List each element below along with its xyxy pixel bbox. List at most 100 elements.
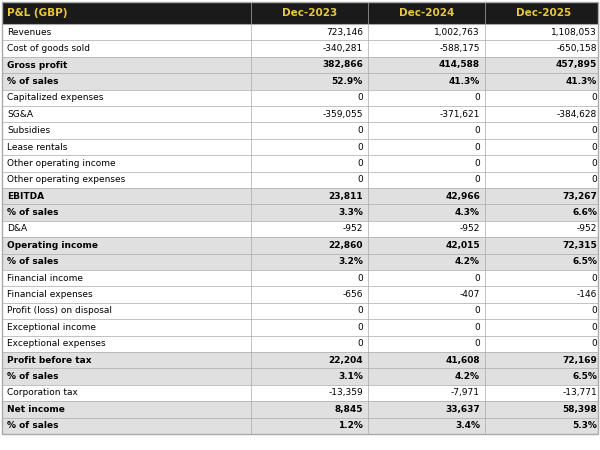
Text: 52.9%: 52.9% xyxy=(332,77,363,86)
Text: 0: 0 xyxy=(474,159,480,168)
Text: 6.5%: 6.5% xyxy=(572,372,597,381)
Text: -952: -952 xyxy=(577,225,597,234)
Text: -650,158: -650,158 xyxy=(557,44,597,53)
Text: Subsidies: Subsidies xyxy=(7,126,50,135)
Text: Financial income: Financial income xyxy=(7,274,83,283)
Text: 0: 0 xyxy=(591,323,597,332)
Text: Exceptional income: Exceptional income xyxy=(7,323,96,332)
Text: 0: 0 xyxy=(357,176,363,184)
Text: Operating income: Operating income xyxy=(7,241,98,250)
Text: 0: 0 xyxy=(474,176,480,184)
Text: 0: 0 xyxy=(474,339,480,348)
Text: 41.3%: 41.3% xyxy=(566,77,597,86)
Bar xyxy=(2,254,598,270)
Text: -384,628: -384,628 xyxy=(557,110,597,119)
Text: 0: 0 xyxy=(474,274,480,283)
Text: 0: 0 xyxy=(591,339,597,348)
Bar xyxy=(2,40,598,57)
Text: % of sales: % of sales xyxy=(7,77,59,86)
Text: 0: 0 xyxy=(591,126,597,135)
Text: 41,608: 41,608 xyxy=(445,356,480,364)
Text: % of sales: % of sales xyxy=(7,257,59,266)
Text: P&L (GBP): P&L (GBP) xyxy=(7,8,67,18)
Text: 0: 0 xyxy=(357,274,363,283)
Text: 0: 0 xyxy=(591,274,597,283)
Text: -407: -407 xyxy=(460,290,480,299)
Bar xyxy=(2,336,598,352)
Bar xyxy=(2,204,598,221)
Text: -359,055: -359,055 xyxy=(323,110,363,119)
Text: -7,971: -7,971 xyxy=(451,388,480,397)
Text: D&A: D&A xyxy=(7,225,27,234)
Text: -371,621: -371,621 xyxy=(440,110,480,119)
Text: 33,637: 33,637 xyxy=(445,405,480,414)
Bar xyxy=(2,270,598,286)
Text: % of sales: % of sales xyxy=(7,421,59,430)
Text: 1.2%: 1.2% xyxy=(338,421,363,430)
Text: Dec-2023: Dec-2023 xyxy=(282,8,337,18)
Text: 0: 0 xyxy=(357,143,363,152)
Text: 6.6%: 6.6% xyxy=(572,208,597,217)
Bar xyxy=(2,57,598,73)
Text: 723,146: 723,146 xyxy=(326,28,363,37)
Text: Gross profit: Gross profit xyxy=(7,60,67,69)
Text: -588,175: -588,175 xyxy=(439,44,480,53)
Bar xyxy=(2,122,598,139)
Text: 3.4%: 3.4% xyxy=(455,421,480,430)
Bar xyxy=(2,2,598,24)
Text: -13,359: -13,359 xyxy=(328,388,363,397)
Text: 0: 0 xyxy=(591,176,597,184)
Text: 382,866: 382,866 xyxy=(322,60,363,69)
Text: 0: 0 xyxy=(474,323,480,332)
Bar xyxy=(2,106,598,122)
Text: 0: 0 xyxy=(591,143,597,152)
Text: 72,169: 72,169 xyxy=(562,356,597,364)
Bar xyxy=(2,401,598,418)
Text: 457,895: 457,895 xyxy=(556,60,597,69)
Text: 414,588: 414,588 xyxy=(439,60,480,69)
Text: -340,281: -340,281 xyxy=(323,44,363,53)
Text: Exceptional expenses: Exceptional expenses xyxy=(7,339,106,348)
Text: Corporation tax: Corporation tax xyxy=(7,388,78,397)
Text: 0: 0 xyxy=(474,306,480,315)
Text: EBITDA: EBITDA xyxy=(7,192,44,201)
Text: -13,771: -13,771 xyxy=(562,388,597,397)
Text: 0: 0 xyxy=(357,159,363,168)
Text: 4.2%: 4.2% xyxy=(455,257,480,266)
Text: -952: -952 xyxy=(460,225,480,234)
Text: 72,315: 72,315 xyxy=(562,241,597,250)
Bar xyxy=(2,171,598,188)
Bar xyxy=(2,155,598,171)
Text: Cost of goods sold: Cost of goods sold xyxy=(7,44,90,53)
Text: 0: 0 xyxy=(357,306,363,315)
Text: % of sales: % of sales xyxy=(7,372,59,381)
Bar xyxy=(2,188,598,204)
Bar xyxy=(2,418,598,434)
Text: 0: 0 xyxy=(474,143,480,152)
Text: Other operating income: Other operating income xyxy=(7,159,116,168)
Bar xyxy=(2,73,598,90)
Text: 0: 0 xyxy=(357,323,363,332)
Text: 4.3%: 4.3% xyxy=(455,208,480,217)
Text: 3.1%: 3.1% xyxy=(338,372,363,381)
Text: Profit before tax: Profit before tax xyxy=(7,356,91,364)
Text: Net income: Net income xyxy=(7,405,65,414)
Text: 22,204: 22,204 xyxy=(328,356,363,364)
Text: Lease rentals: Lease rentals xyxy=(7,143,67,152)
Text: 0: 0 xyxy=(357,126,363,135)
Text: -146: -146 xyxy=(577,290,597,299)
Text: 42,015: 42,015 xyxy=(445,241,480,250)
Text: 73,267: 73,267 xyxy=(562,192,597,201)
Text: Dec-2024: Dec-2024 xyxy=(399,8,454,18)
Text: Revenues: Revenues xyxy=(7,28,51,37)
Text: 0: 0 xyxy=(474,93,480,102)
Text: 6.5%: 6.5% xyxy=(572,257,597,266)
Text: 42,966: 42,966 xyxy=(445,192,480,201)
Text: 4.2%: 4.2% xyxy=(455,372,480,381)
Bar xyxy=(2,319,598,336)
Bar xyxy=(2,303,598,319)
Bar xyxy=(2,237,598,254)
Text: 3.2%: 3.2% xyxy=(338,257,363,266)
Text: -656: -656 xyxy=(343,290,363,299)
Text: % of sales: % of sales xyxy=(7,208,59,217)
